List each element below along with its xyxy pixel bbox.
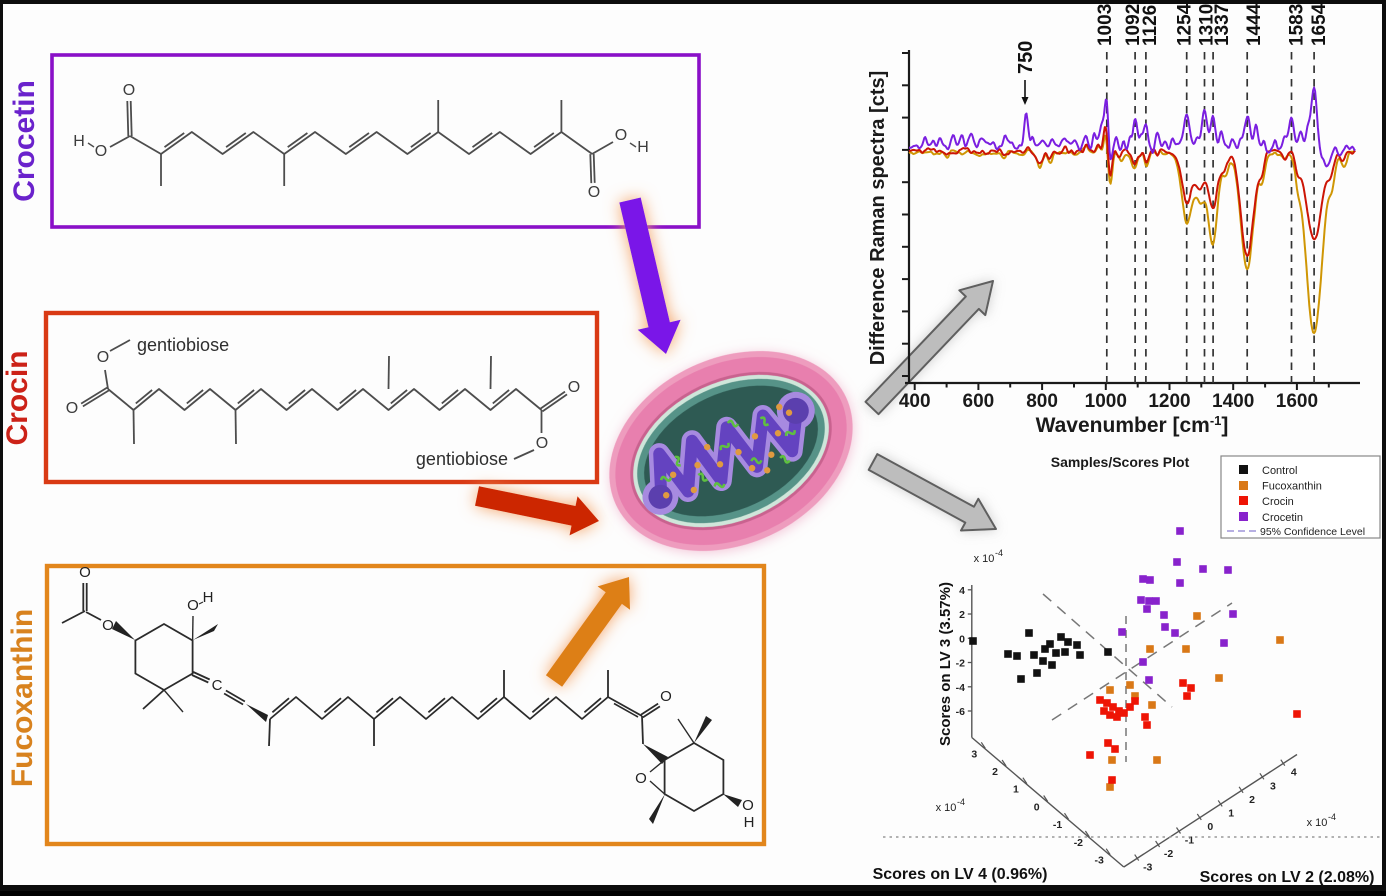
svg-text:O: O (187, 597, 199, 614)
svg-text:400: 400 (899, 391, 931, 412)
svg-text:-2: -2 (956, 658, 965, 670)
svg-text:H: H (203, 589, 214, 606)
svg-text:3: 3 (1270, 780, 1276, 792)
svg-text:Scores on LV 3 (3.57%): Scores on LV 3 (3.57%) (937, 582, 954, 746)
svg-text:2: 2 (959, 609, 965, 621)
svg-text:-4: -4 (1328, 812, 1336, 822)
svg-text:C: C (212, 677, 223, 694)
svg-text:gentiobiose: gentiobiose (137, 335, 229, 355)
svg-text:H: H (744, 814, 755, 831)
svg-text:gentiobiose: gentiobiose (416, 449, 508, 469)
svg-text:-2: -2 (1074, 837, 1083, 849)
svg-text:1000: 1000 (1085, 391, 1127, 412)
svg-text:800: 800 (1026, 391, 1058, 412)
svg-text:O: O (102, 617, 114, 634)
svg-text:600: 600 (963, 391, 995, 412)
svg-text:-4: -4 (957, 797, 965, 807)
svg-text:Scores on LV 2 (2.08%): Scores on LV 2 (2.08%) (1200, 869, 1375, 886)
svg-text:O: O (536, 435, 548, 452)
svg-text:Fucoxanthin: Fucoxanthin (6, 609, 39, 787)
svg-text:Crocin: Crocin (1262, 496, 1294, 508)
svg-text:-6: -6 (956, 706, 965, 718)
svg-text:Control: Control (1262, 465, 1297, 477)
svg-text:O: O (568, 379, 580, 396)
svg-text:x 10: x 10 (974, 553, 995, 565)
svg-text:O: O (635, 770, 647, 787)
svg-text:O: O (742, 797, 754, 814)
svg-text:-3: -3 (1143, 862, 1152, 874)
svg-text:1: 1 (1228, 807, 1234, 819)
svg-text:750: 750 (1015, 41, 1037, 74)
svg-text:2: 2 (1249, 794, 1255, 806)
svg-text:-3: -3 (1095, 855, 1104, 867)
svg-text:-1: -1 (1053, 819, 1062, 831)
svg-text:-4: -4 (956, 682, 965, 694)
svg-text:x 10: x 10 (1307, 817, 1328, 829)
svg-text:1444: 1444 (1244, 3, 1265, 46)
svg-text:O: O (79, 564, 91, 581)
svg-text:O: O (615, 127, 627, 144)
svg-text:H: H (637, 139, 649, 156)
svg-text:1003: 1003 (1095, 4, 1116, 46)
svg-text:Fucoxanthin: Fucoxanthin (1262, 481, 1322, 493)
svg-text:O: O (66, 400, 78, 417)
svg-text:1583: 1583 (1286, 4, 1307, 46)
svg-text:O: O (660, 688, 672, 705)
svg-text:O: O (97, 349, 109, 366)
svg-text:Difference Raman spectra [cts]: Difference Raman spectra [cts] (867, 71, 889, 366)
svg-text:1654: 1654 (1309, 3, 1330, 46)
svg-text:95% Confidence Level: 95% Confidence Level (1260, 526, 1365, 538)
svg-text:1400: 1400 (1212, 391, 1254, 412)
svg-text:H: H (73, 133, 85, 150)
svg-text:1254: 1254 (1175, 3, 1196, 46)
svg-text:1600: 1600 (1276, 391, 1318, 412)
svg-text:0: 0 (1207, 821, 1213, 833)
svg-text:Crocin: Crocin (1, 350, 34, 445)
svg-text:O: O (123, 82, 135, 99)
svg-text:-4: -4 (995, 548, 1003, 558)
svg-text:O: O (95, 143, 107, 160)
svg-text:0: 0 (959, 633, 965, 645)
svg-text:O: O (588, 184, 600, 201)
svg-text:Crocetin: Crocetin (1262, 512, 1303, 524)
svg-text:4: 4 (959, 585, 965, 597)
svg-text:2: 2 (992, 766, 998, 778)
svg-text:3: 3 (971, 748, 977, 760)
svg-text:1200: 1200 (1148, 391, 1190, 412)
svg-text:Scores on LV 4 (0.96%): Scores on LV 4 (0.96%) (873, 866, 1048, 883)
svg-text:-2: -2 (1164, 848, 1173, 860)
svg-text:Crocetin: Crocetin (8, 80, 41, 202)
svg-text:Samples/Scores Plot: Samples/Scores Plot (1051, 454, 1190, 470)
svg-text:1337: 1337 (1212, 4, 1233, 46)
svg-text:4: 4 (1291, 767, 1297, 779)
svg-text:0: 0 (1034, 801, 1040, 813)
svg-text:Wavenumber [cm-1]: Wavenumber [cm-1] (1036, 413, 1229, 437)
svg-text:1126: 1126 (1140, 5, 1161, 46)
svg-text:1: 1 (1013, 784, 1019, 796)
svg-text:x 10: x 10 (936, 802, 957, 814)
